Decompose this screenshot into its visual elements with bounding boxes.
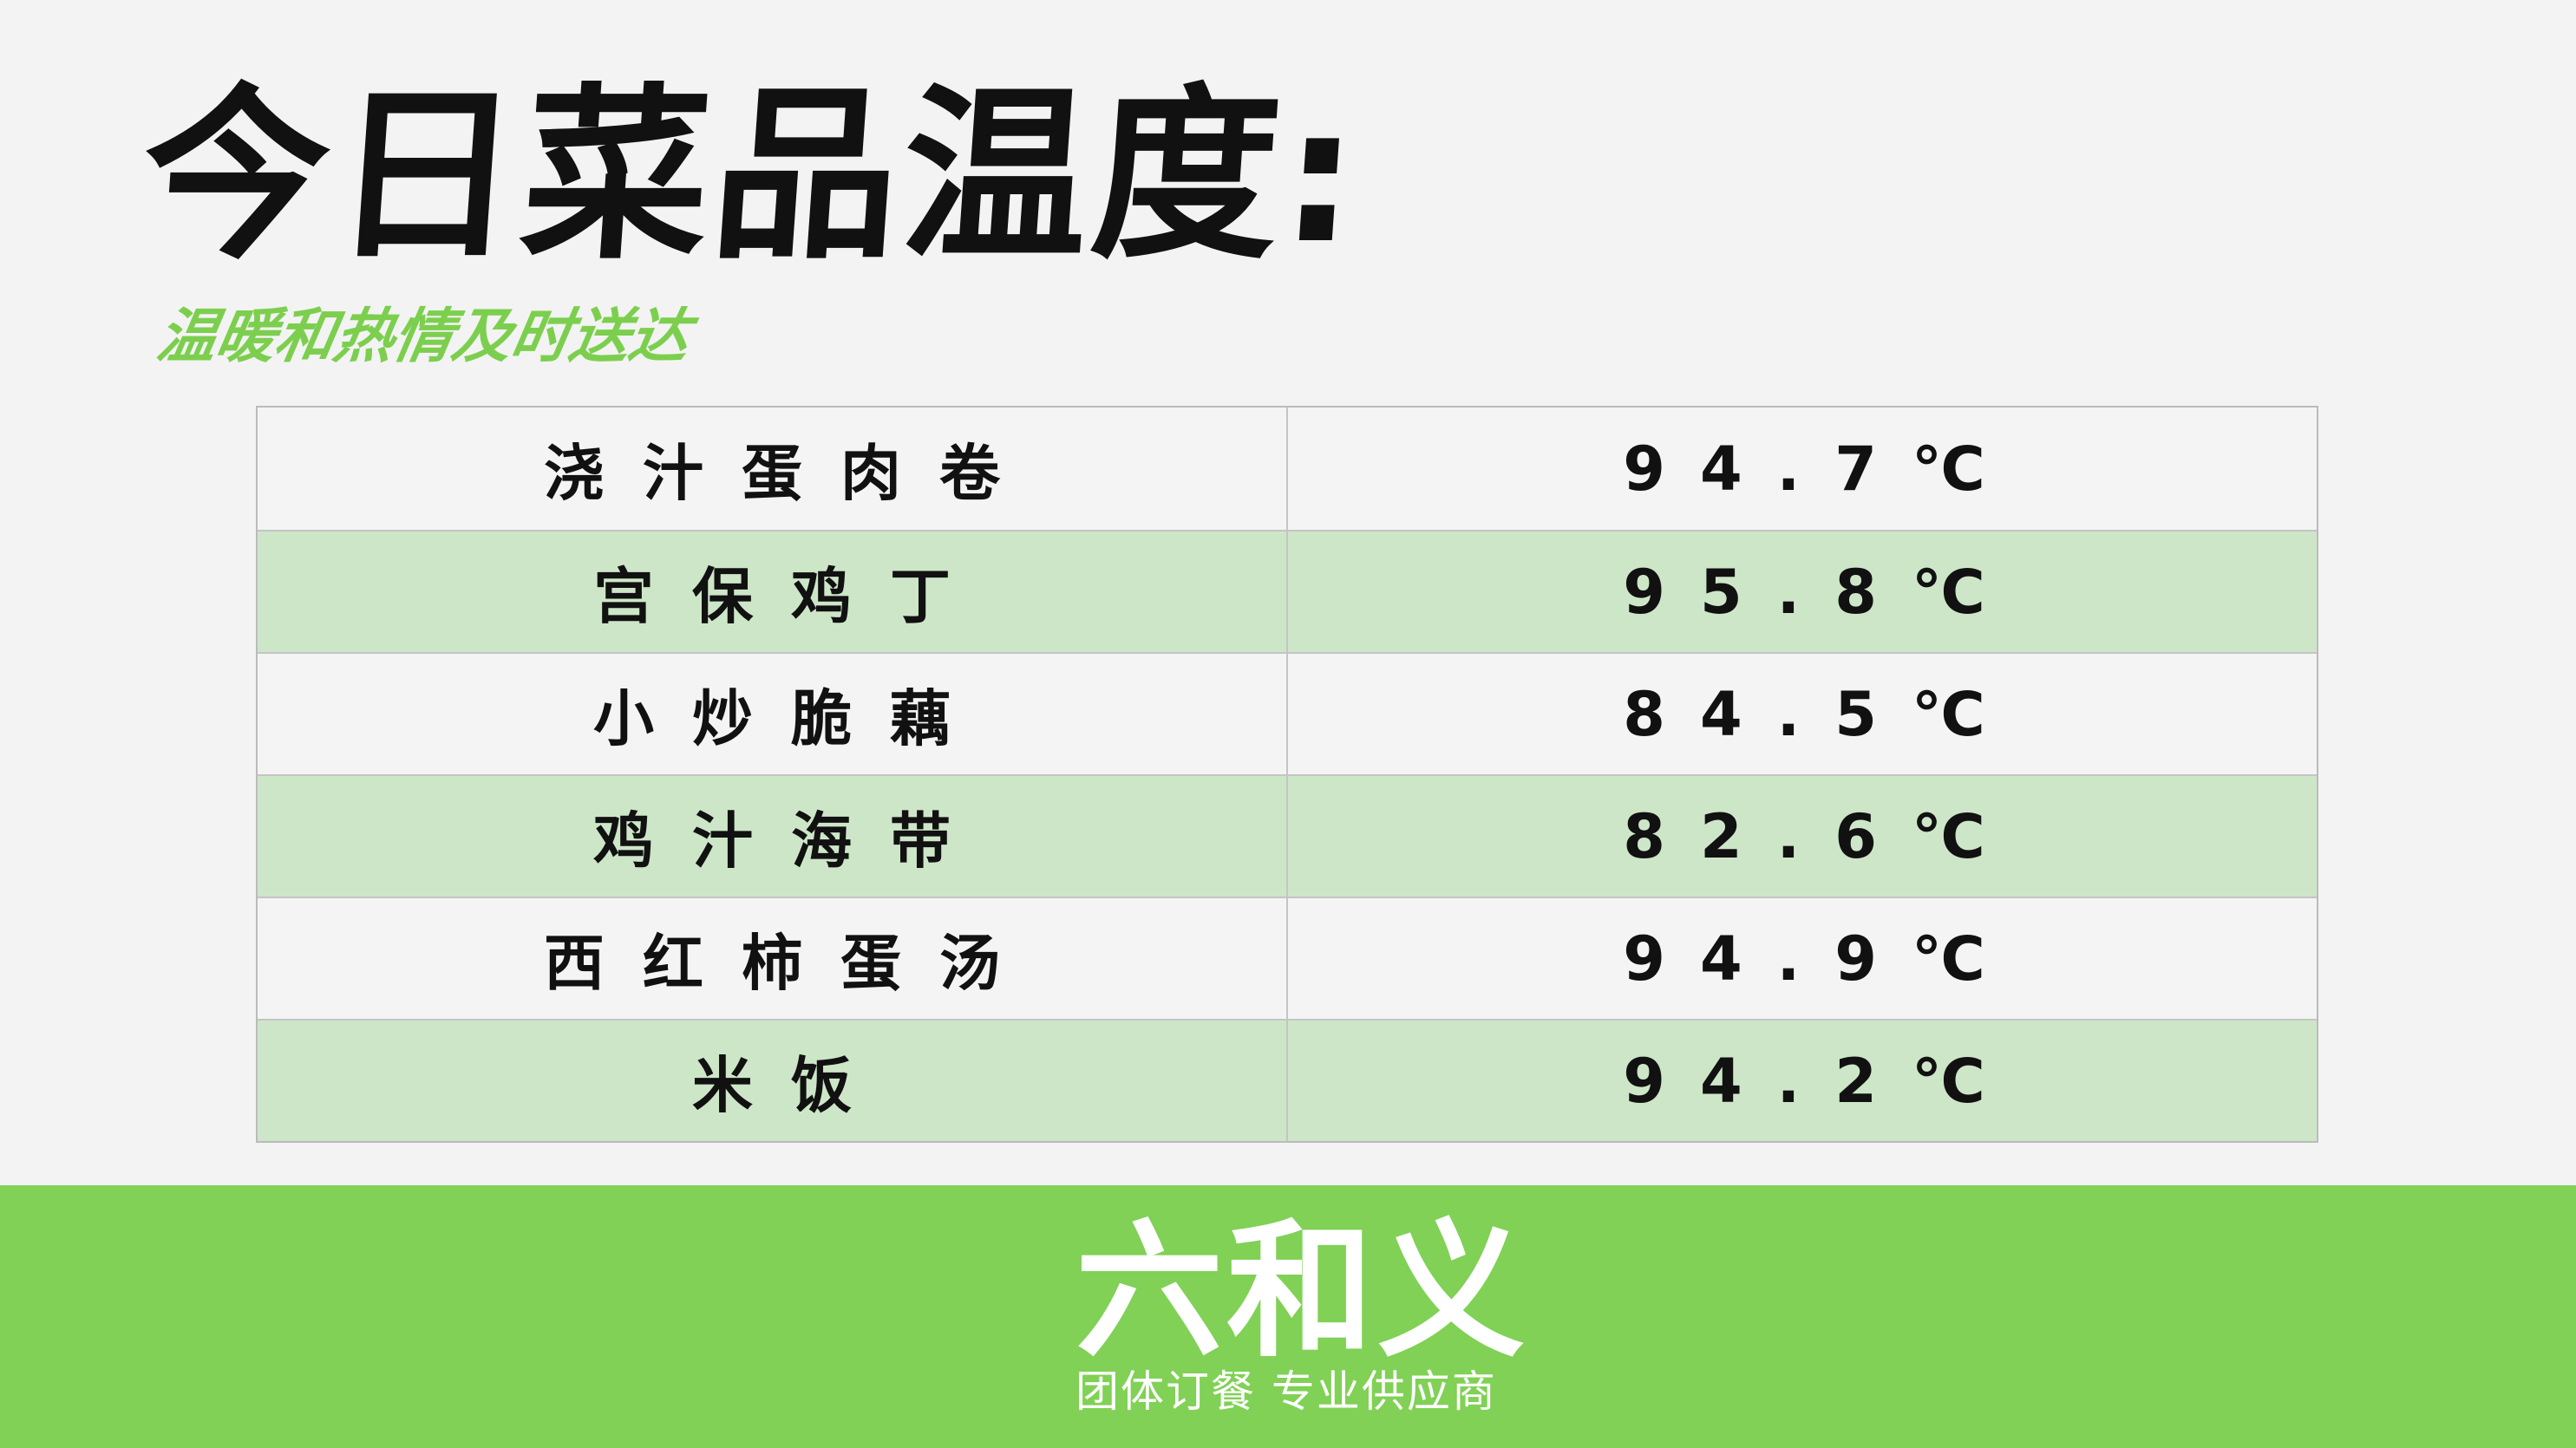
footer-banner [0,1185,2576,1448]
dish-name: 米饭 [258,1021,1288,1141]
page-title: 今日菜品温度: [135,67,1369,284]
dish-temperature: 94.9℃ [1623,923,2020,995]
table-row: 小炒脆藕 84.5℃ [258,652,2317,774]
dish-temperature: 84.5℃ [1623,678,2020,750]
table-row: 西红柿蛋汤 94.9℃ [258,897,2317,1019]
brand-logo: 六和义 [1076,1206,1529,1378]
dish-temperature: 82.6℃ [1623,800,2020,872]
dish-name: 浇汁蛋肉卷 [258,408,1288,530]
table-row: 鸡汁海带 82.6℃ [258,774,2317,897]
dish-name: 鸡汁海带 [258,776,1288,897]
dish-name: 西红柿蛋汤 [258,898,1288,1019]
dish-temperature: 94.7℃ [1623,433,2020,505]
dish-temperature: 95.8℃ [1623,556,2020,628]
dish-name: 宫保鸡丁 [258,532,1288,652]
temperature-table: 浇汁蛋肉卷 94.7℃ 宫保鸡丁 95.8℃ 小炒脆藕 84.5℃ 鸡汁海带 8… [256,406,2318,1143]
dish-temperature: 94.2℃ [1623,1045,2020,1117]
page-subtitle: 温暖和热情及时送达 [152,303,696,371]
table-row: 宫保鸡丁 95.8℃ [258,530,2317,652]
table-row: 浇汁蛋肉卷 94.7℃ [258,408,2317,530]
table-row: 米饭 94.2℃ [258,1019,2317,1141]
dish-name: 小炒脆藕 [258,654,1288,774]
brand-tagline: 团体订餐 专业供应商 [1076,1366,1497,1417]
